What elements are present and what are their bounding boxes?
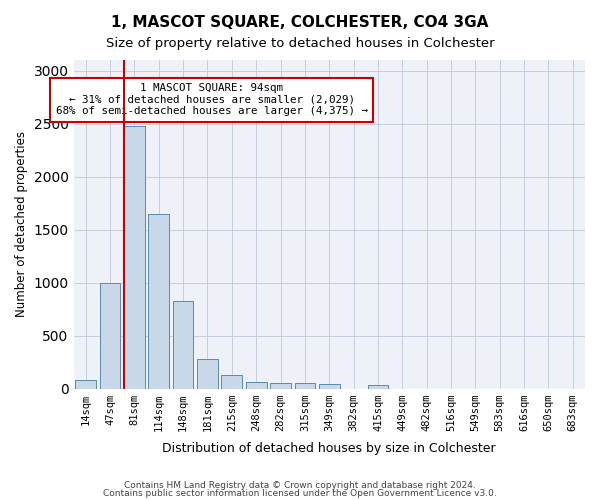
Bar [76,380,96,388]
Bar [270,383,291,388]
Bar [197,359,218,388]
Bar [124,126,145,388]
Text: Contains public sector information licensed under the Open Government Licence v3: Contains public sector information licen… [103,488,497,498]
Text: Contains HM Land Registry data © Crown copyright and database right 2024.: Contains HM Land Registry data © Crown c… [124,481,476,490]
Text: Size of property relative to detached houses in Colchester: Size of property relative to detached ho… [106,38,494,51]
Bar [221,375,242,388]
Text: 1 MASCOT SQUARE: 94sqm
← 31% of detached houses are smaller (2,029)
68% of semi-: 1 MASCOT SQUARE: 94sqm ← 31% of detached… [56,83,368,116]
Bar [368,386,388,388]
Bar [295,383,315,388]
X-axis label: Distribution of detached houses by size in Colchester: Distribution of detached houses by size … [163,442,496,455]
Bar [173,300,193,388]
Bar [246,382,266,388]
Bar [100,282,121,389]
Bar [148,214,169,388]
Text: 1, MASCOT SQUARE, COLCHESTER, CO4 3GA: 1, MASCOT SQUARE, COLCHESTER, CO4 3GA [112,15,488,30]
Y-axis label: Number of detached properties: Number of detached properties [15,132,28,318]
Bar [319,384,340,388]
